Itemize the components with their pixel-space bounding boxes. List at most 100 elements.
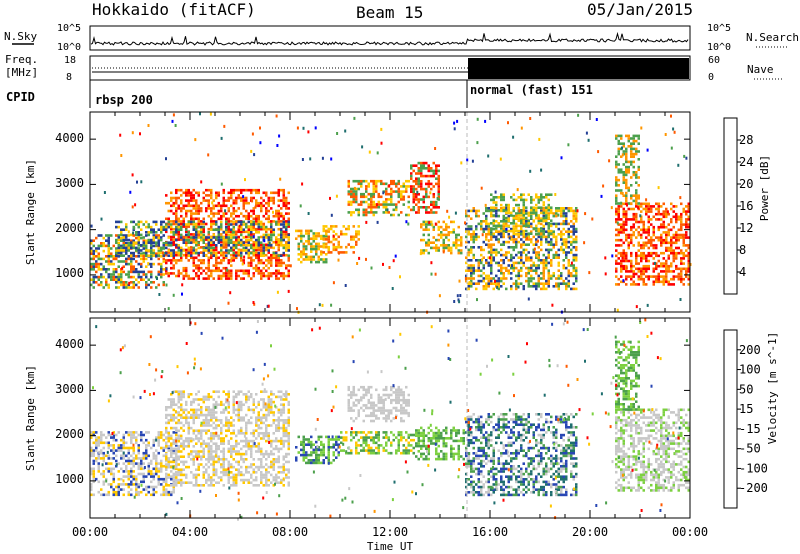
echo-cell [255,227,258,231]
echo-cell [150,275,153,279]
echo-cell [182,390,185,393]
nave-tick-bottom: 0 [708,72,714,83]
echo-cell [565,277,568,280]
echo-cell [502,220,505,223]
echo-cell [252,212,255,215]
echo-cell [230,223,233,226]
echo-cell [572,217,575,220]
echo-cell [490,198,493,202]
echo-cell [482,256,485,259]
echo-cell [500,224,503,228]
echo-cell [265,194,268,197]
echo-cell [500,207,503,210]
echo-cell [142,433,145,437]
echo-cell [192,455,195,458]
echo-cell [432,225,435,229]
echo-cell [502,253,505,257]
noise-cell [685,156,688,160]
echo-cell [520,217,523,220]
echo-cell [277,243,280,247]
echo-cell [457,244,460,247]
echo-cell [512,198,515,202]
echo-cell [537,266,540,270]
echo-cell [500,285,503,288]
noise-cell [610,206,613,210]
echo-cell [182,463,185,466]
echo-cell [102,257,105,261]
echo-cell [197,390,200,393]
echo-cell [165,253,168,257]
echo-cell [165,217,168,221]
echo-cell [107,244,110,248]
echo-cell [575,230,578,233]
nsearch-tick-bottom: 10^0 [707,42,731,53]
echo-cell [625,277,628,281]
echo-cell [237,253,240,257]
echo-cell [187,238,190,242]
echo-cell [165,446,168,450]
echo-cell [662,251,665,255]
echo-cell [202,249,205,252]
echo-cell [242,249,245,252]
echo-cell [685,205,688,208]
echo-cell [137,233,140,237]
echo-cell [627,244,630,247]
echo-cell [620,191,623,195]
echo-cell [250,264,253,267]
noise-cell [626,203,628,207]
echo-cell [155,472,158,476]
echo-cell [175,450,178,453]
noise-cell [517,285,520,289]
echo-cell [475,214,478,218]
echo-cell [672,236,675,239]
echo-cell [210,209,213,213]
echo-cell [317,255,320,259]
echo-cell [540,196,543,199]
echo-cell [140,233,143,237]
echo-cell [335,238,338,241]
echo-cell [477,264,480,267]
echo-cell [460,251,463,255]
echo-cell [165,490,168,494]
echo-cell [297,234,300,238]
echo-cell [550,238,553,241]
echo-cell [415,198,418,201]
echo-cell [187,277,190,280]
echo-cell [255,241,258,244]
echo-cell [190,191,193,195]
echo-cell [117,493,120,497]
echo-cell [142,475,145,478]
echo-cell [427,228,430,231]
echo-cell [637,142,640,145]
echo-cell [627,165,630,169]
echo-cell [160,246,163,250]
echo-cell [555,256,558,259]
echo-cell [207,274,210,278]
echo-cell [257,201,260,205]
noise-cell [429,191,432,195]
echo-cell [657,277,660,281]
echo-cell [635,171,638,174]
echo-cell [560,272,563,275]
echo-cell [277,194,280,197]
echo-cell [365,190,368,193]
echo-cell [247,188,250,192]
noise-cell [621,153,624,157]
echo-cell [675,205,678,208]
echo-cell [477,282,480,285]
echo-cell [335,245,338,249]
echo-cell [340,232,343,236]
echo-cell [177,447,180,451]
echo-cell [255,256,258,260]
echo-cell [172,416,175,419]
echo-cell [137,444,140,447]
echo-cell [142,223,145,226]
echo-cell [620,270,623,273]
echo-cell [570,207,573,210]
echo-cell [195,437,198,440]
echo-cell [575,238,578,241]
echo-cell [145,220,148,224]
echo-cell [220,269,223,273]
echo-cell [667,254,670,258]
echo-cell [550,219,553,222]
